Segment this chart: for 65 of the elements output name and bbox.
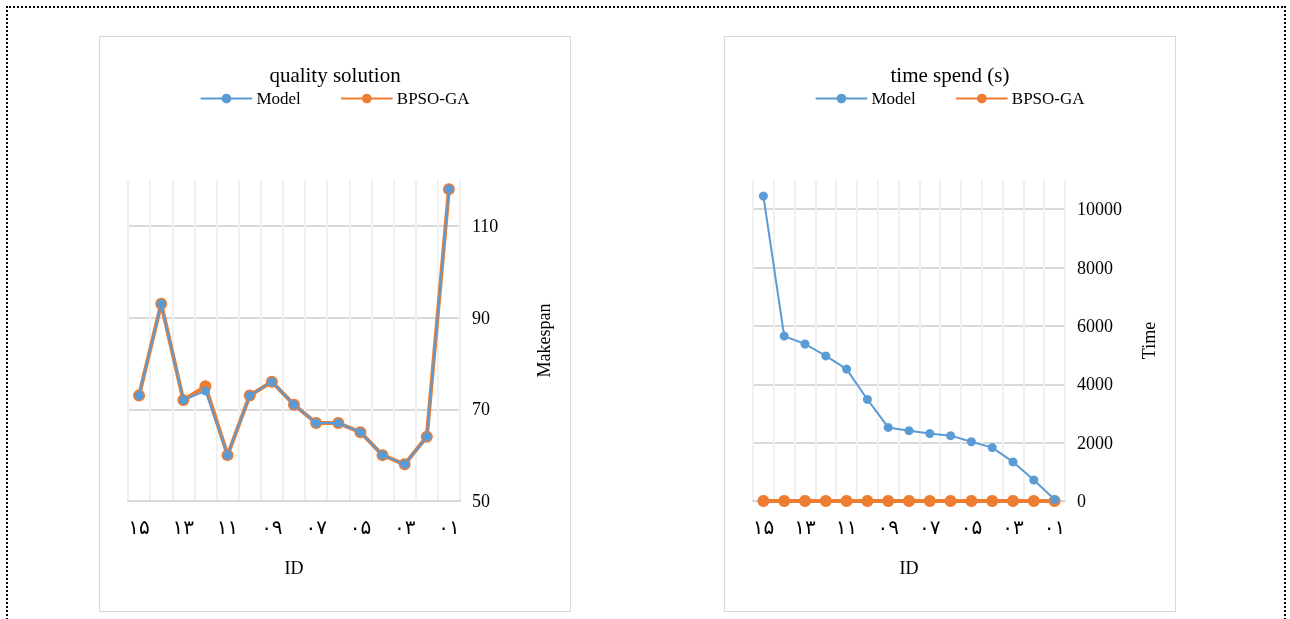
point: [1008, 457, 1018, 467]
point: [903, 495, 915, 507]
point: [925, 429, 935, 439]
legend-label: Model: [871, 89, 917, 108]
point: [923, 495, 936, 507]
point: [840, 495, 853, 507]
x-axis-title: ID: [284, 558, 304, 578]
x-tick-label: ۰۷: [919, 515, 941, 539]
point: [946, 431, 956, 441]
y-tick-label: 2000: [1077, 432, 1113, 453]
legend-label: BPSO-GA: [1011, 89, 1086, 108]
point: [944, 495, 957, 507]
x-tick-label: ۱۵: [128, 515, 150, 539]
x-tick-label: ۰۹: [261, 515, 283, 539]
x-tick-label: ۰۵: [960, 515, 983, 539]
legend-label: Model: [256, 89, 302, 108]
y-tick-label: 0: [1077, 491, 1086, 511]
point: [965, 495, 978, 507]
chart-title: time spend (s): [890, 62, 1010, 87]
point: [842, 364, 852, 374]
x-tick-label: ۰۹: [877, 515, 899, 539]
point: [987, 443, 997, 453]
x-tick-label: ۱۵: [752, 515, 775, 539]
x-tick-label: ۰۳: [1002, 515, 1024, 539]
y-tick-label: 10000: [1077, 199, 1122, 220]
point: [821, 351, 831, 361]
legend-label: BPSO-GA: [396, 89, 471, 108]
point: [757, 495, 770, 507]
x-axis-title: ID: [899, 558, 919, 578]
point: [800, 339, 810, 349]
x-tick-label: ۰۱: [1043, 515, 1066, 539]
y-tick-label: 90: [472, 307, 490, 328]
y-tick-label: 70: [472, 399, 490, 420]
point: [758, 191, 768, 201]
x-tick-label: ۰۵: [349, 515, 372, 539]
y-axis-title: Makespan: [534, 303, 554, 378]
point: [1029, 475, 1039, 485]
point: [1007, 495, 1019, 507]
x-tick-label: ۱۳: [794, 515, 816, 539]
point: [862, 394, 872, 404]
point: [883, 422, 893, 432]
point: [779, 331, 789, 341]
y-tick-label: 4000: [1077, 374, 1113, 395]
y-tick-label: 8000: [1077, 257, 1113, 278]
x-tick-label: ۱۳: [172, 515, 195, 539]
y-axis-title: Time: [1139, 321, 1159, 360]
x-tick-label: ۱۱: [835, 515, 858, 539]
y-tick-label: 50: [472, 491, 490, 511]
point: [819, 495, 832, 507]
y-tick-label: 6000: [1077, 315, 1113, 336]
point: [904, 426, 914, 436]
point: [966, 437, 976, 447]
point: [799, 495, 811, 507]
point: [200, 386, 210, 396]
x-tick-label: ۰۱: [438, 515, 460, 539]
y-tick-label: 110: [472, 215, 499, 236]
x-tick-label: ۰۳: [393, 515, 416, 539]
point: [882, 495, 895, 507]
chart-title: quality solution: [269, 62, 402, 87]
point: [778, 495, 791, 507]
point: [986, 495, 999, 507]
point: [1027, 495, 1040, 507]
x-tick-label: ۰۷: [305, 515, 328, 539]
x-tick-label: ۱۱: [216, 515, 239, 539]
point: [861, 495, 874, 507]
